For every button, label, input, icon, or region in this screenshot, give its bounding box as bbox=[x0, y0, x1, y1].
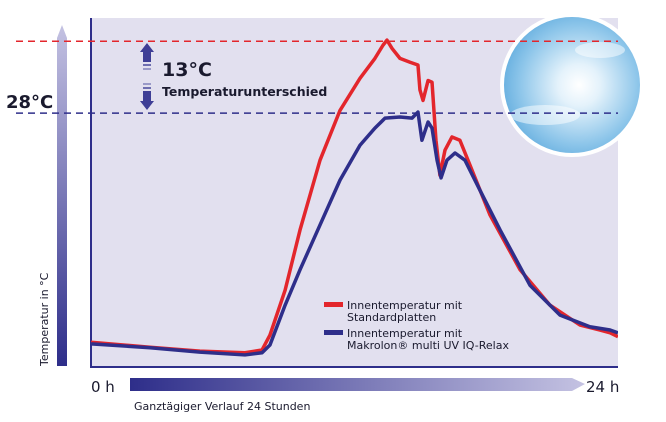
legend: Innentemperatur mit Standardplatten Inne… bbox=[324, 299, 509, 352]
y-axis-gradient-arrow bbox=[57, 25, 67, 366]
y-axis-label: Temperatur in °C bbox=[38, 272, 51, 367]
legend-label-blue-1: Innentemperatur mit bbox=[347, 327, 463, 340]
x-axis-gradient-arrow bbox=[130, 378, 585, 391]
difference-arrow-icon bbox=[140, 43, 154, 110]
legend-label-red-1: Innentemperatur mit bbox=[347, 299, 463, 312]
difference-text: Temperaturunterschied bbox=[162, 84, 327, 99]
cloud bbox=[575, 42, 625, 58]
legend-swatch-blue bbox=[324, 330, 343, 335]
sky-sun-image bbox=[500, 13, 644, 157]
x-start-label: 0 h bbox=[91, 378, 115, 396]
series-line-1 bbox=[91, 110, 618, 357]
reference-label-28: 28°C bbox=[6, 92, 53, 113]
legend-label-red-2: Standardplatten bbox=[347, 311, 436, 324]
x-end-label: 24 h bbox=[586, 378, 619, 396]
legend-label-blue-2: Makrolon® multi UV IQ-Relax bbox=[347, 339, 509, 352]
difference-value: 13°C bbox=[162, 59, 212, 81]
cloud bbox=[510, 105, 580, 125]
legend-swatch-red bbox=[324, 302, 343, 307]
x-axis-label: Ganztägiger Verlauf 24 Stunden bbox=[134, 400, 310, 413]
